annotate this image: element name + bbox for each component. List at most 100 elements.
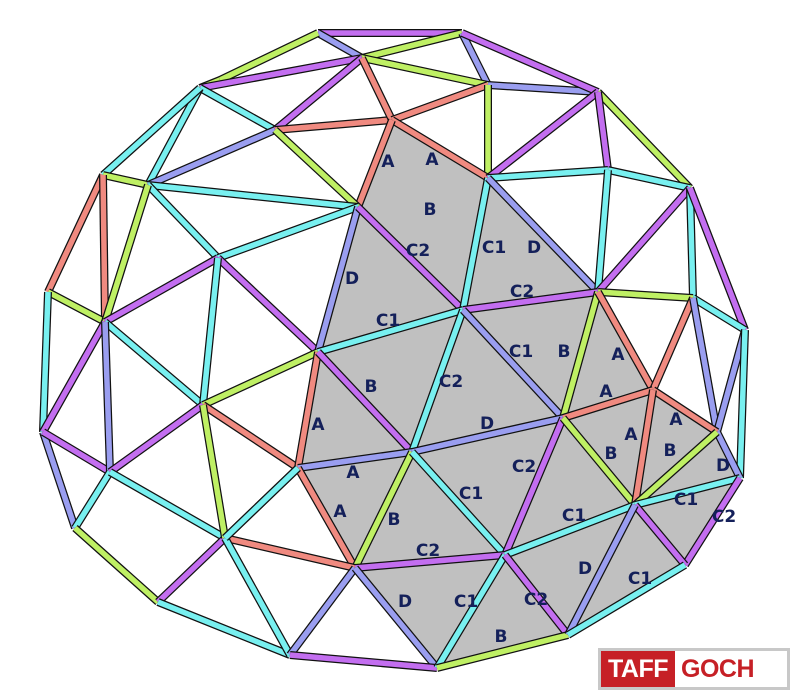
strut-c2-54 (39, 320, 109, 434)
strut-d-97 (351, 565, 441, 671)
strut-label-l27: B (388, 510, 401, 530)
strut-c1-51 (199, 257, 222, 406)
strut-c2-45 (686, 186, 749, 332)
strut-label-l20: B (605, 444, 618, 464)
strut-c2-88 (155, 535, 228, 605)
strut-a-59 (200, 401, 301, 472)
strut-label-l28: C1 (459, 484, 483, 504)
strut-a-16 (390, 81, 490, 124)
strut-d-2 (316, 29, 364, 62)
strut-c1-29 (147, 181, 359, 211)
strut-d-7 (458, 31, 492, 87)
strut-c2-43 (595, 185, 693, 295)
strut-label-l1: A (381, 152, 395, 172)
strut-c1-62 (408, 308, 467, 454)
strut-label-l2: A (425, 150, 439, 170)
strut-b-52 (201, 348, 320, 409)
strut-c2-21 (594, 91, 612, 171)
strut-c2-84 (631, 502, 689, 568)
strut-b-76 (351, 450, 416, 570)
strut-c1-48 (316, 306, 465, 356)
strut-b-47 (597, 288, 694, 302)
strut-label-l24: C2 (512, 457, 536, 477)
strut-label-l21: B (664, 441, 677, 461)
strut-c2-83 (681, 475, 744, 568)
strut-label-l34: D (398, 592, 412, 612)
strut-c1-99 (433, 552, 509, 671)
strut-label-l36: C2 (524, 590, 548, 610)
strut-c2-98 (289, 651, 438, 672)
strut-b-28 (272, 127, 361, 210)
strut-c2-37 (215, 255, 321, 355)
strut-label-l15: A (599, 382, 613, 402)
strut-c2-6 (199, 54, 363, 92)
strut-label-l26: A (333, 502, 347, 522)
strut-d-55 (39, 430, 79, 530)
strut-a-14 (274, 116, 393, 134)
strut-c1-103 (565, 561, 688, 639)
strut-c1-46 (690, 294, 748, 334)
strut-label-l30: C2 (712, 507, 736, 527)
taffgoch-logo: TAFF GOCH (598, 648, 790, 690)
strut-b-26 (102, 171, 149, 189)
strut-b-11 (595, 89, 693, 191)
strut-d-38 (314, 205, 362, 354)
strut-c1-93 (503, 501, 637, 559)
dome-struts (39, 29, 749, 672)
strut-label-l13: B (365, 377, 378, 397)
strut-a-33 (99, 174, 109, 323)
strut-d-57 (101, 321, 114, 473)
strut-c1-30 (145, 182, 221, 261)
strut-label-l16: A (311, 415, 325, 435)
strut-label-l22: D (716, 456, 730, 476)
strut-d-102 (564, 503, 639, 637)
strut-d-41 (485, 175, 601, 295)
strut-c1-44 (686, 187, 697, 299)
strut-label-l8: C2 (510, 282, 534, 302)
logo-word-taff: TAFF (601, 651, 676, 687)
strut-label-l14: C2 (439, 372, 463, 392)
strut-c1-53 (39, 291, 52, 433)
strut-b-4 (218, 29, 320, 84)
strut-c1-94 (156, 598, 292, 659)
strut-label-l25: C1 (674, 490, 698, 510)
strut-label-l33: C1 (628, 569, 652, 589)
strut-c1-87 (108, 468, 227, 542)
strut-label-l18: D (480, 414, 494, 434)
strut-a-80 (631, 389, 657, 506)
strut-c1-40 (459, 177, 492, 311)
strut-b-79 (559, 415, 639, 508)
strut-a-65 (594, 290, 657, 392)
strut-label-l17: A (669, 410, 683, 430)
strut-label-l3: B (424, 200, 437, 220)
strut-c1-82 (634, 474, 741, 509)
strut-c2-56 (40, 428, 113, 476)
strut-label-l4: C2 (406, 241, 430, 261)
strut-c2-36 (103, 254, 220, 326)
strut-c2-61 (315, 349, 415, 455)
strut-c2-58 (107, 401, 206, 476)
strut-a-15 (358, 56, 396, 122)
strut-a-91 (224, 534, 356, 572)
strut-c1-104 (222, 465, 301, 541)
strut-b-35 (101, 183, 152, 324)
strut-c2-20 (485, 88, 601, 182)
strut-label-l19: A (624, 425, 638, 445)
strut-a-19 (354, 118, 396, 209)
strut-d-73 (297, 448, 413, 472)
strut-d-63 (460, 307, 566, 421)
strut-a-66 (649, 296, 697, 392)
strut-label-l10: C1 (509, 342, 533, 362)
strut-label-l11: B (558, 342, 571, 362)
strut-c2-100 (501, 552, 572, 638)
strut-label-l7: D (345, 269, 359, 289)
strut-b-64 (559, 290, 602, 420)
strut-c1-31 (216, 203, 360, 262)
strut-d-9 (487, 81, 599, 96)
strut-a-75 (294, 466, 359, 570)
strut-c1-22 (607, 166, 691, 192)
strut-label-l29: C1 (562, 506, 586, 526)
strut-c1-25 (100, 85, 203, 178)
